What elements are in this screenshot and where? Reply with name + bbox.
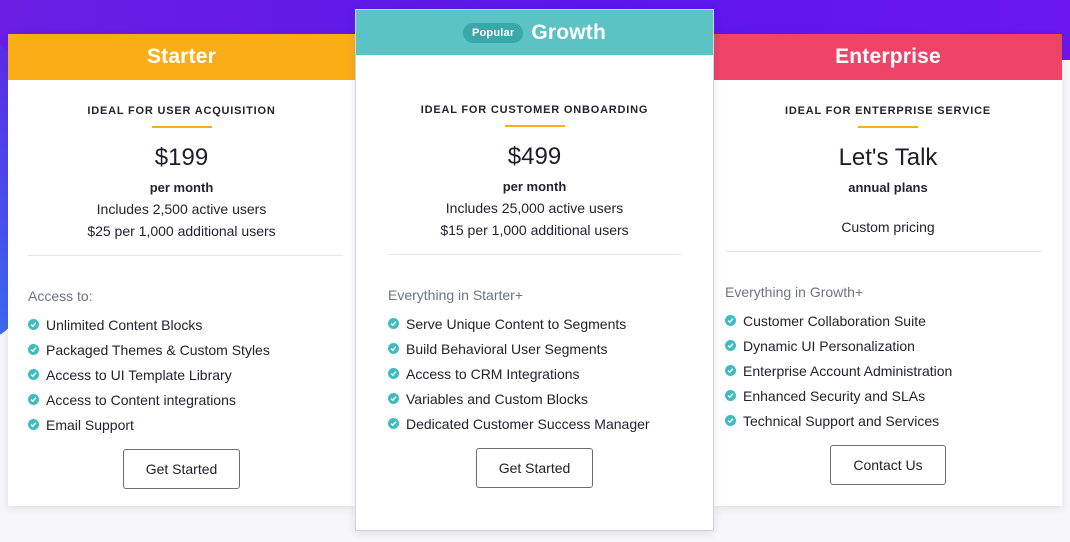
feature-label: Email Support xyxy=(46,416,134,433)
plan-detail-pricing: Custom pricing xyxy=(841,219,935,235)
feature-item: Variables and Custom Blocks xyxy=(388,386,713,411)
feature-item: Enterprise Account Administration xyxy=(725,358,1062,383)
plan-card-starter: Starter IDEAL FOR USER ACQUISITION $199 … xyxy=(8,34,355,506)
get-started-button[interactable]: Get Started xyxy=(122,449,241,489)
feature-list: Unlimited Content Blocks Packaged Themes… xyxy=(28,312,355,437)
check-circle-icon xyxy=(725,365,736,376)
feature-item: Dedicated Customer Success Manager xyxy=(388,411,713,436)
check-circle-icon xyxy=(28,394,39,405)
check-circle-icon xyxy=(725,315,736,326)
feature-item: Email Support xyxy=(28,412,355,437)
popular-badge: Popular xyxy=(462,22,524,43)
accent-rule xyxy=(151,126,212,128)
feature-item: Access to CRM Integrations xyxy=(388,361,713,386)
plan-ideal-for: IDEAL FOR ENTERPRISE SERVICE xyxy=(785,105,991,117)
feature-label: Unlimited Content Blocks xyxy=(46,316,203,333)
divider xyxy=(726,251,1042,252)
check-circle-icon xyxy=(725,390,736,401)
plan-detail-additional: $15 per 1,000 additional users xyxy=(440,222,629,238)
check-circle-icon xyxy=(28,344,39,355)
plan-price: Let's Talk xyxy=(838,144,938,171)
feature-item: Unlimited Content Blocks xyxy=(28,312,355,337)
plan-name: Growth xyxy=(531,20,607,44)
plan-header-starter: Starter xyxy=(8,34,355,80)
check-circle-icon xyxy=(388,343,399,354)
plan-header-growth: Popular Growth xyxy=(356,10,713,55)
feature-item: Serve Unique Content to Segments xyxy=(388,311,713,336)
feature-label: Access to CRM Integrations xyxy=(406,365,580,382)
plan-card-enterprise: Enterprise IDEAL FOR ENTERPRISE SERVICE … xyxy=(714,34,1062,506)
feature-item: Build Behavioral User Segments xyxy=(388,336,713,361)
check-circle-icon xyxy=(388,418,399,429)
feature-list: Customer Collaboration Suite Dynamic UI … xyxy=(725,308,1062,433)
plan-ideal-for: IDEAL FOR CUSTOMER ONBOARDING xyxy=(420,104,649,116)
plan-detail-users: Includes 2,500 active users xyxy=(96,201,267,217)
contact-us-button[interactable]: Contact Us xyxy=(830,445,946,485)
feature-item: Packaged Themes & Custom Styles xyxy=(28,337,355,362)
feature-label: Packaged Themes & Custom Styles xyxy=(46,341,270,358)
check-circle-icon xyxy=(388,368,399,379)
feature-item: Customer Collaboration Suite xyxy=(725,308,1062,333)
feature-label: Dedicated Customer Success Manager xyxy=(406,415,650,432)
features-title: Access to: xyxy=(28,288,93,304)
check-circle-icon xyxy=(725,340,736,351)
plan-card-growth: Popular Growth IDEAL FOR CUSTOMER ONBOAR… xyxy=(355,9,714,531)
feature-item: Technical Support and Services xyxy=(725,408,1062,433)
check-circle-icon xyxy=(28,319,39,330)
feature-label: Enhanced Security and SLAs xyxy=(743,387,926,404)
feature-item: Access to Content integrations xyxy=(28,387,355,412)
feature-label: Build Behavioral User Segments xyxy=(406,340,608,357)
feature-item: Enhanced Security and SLAs xyxy=(725,383,1062,408)
plan-period: per month xyxy=(149,180,214,195)
plan-ideal-for: IDEAL FOR USER ACQUISITION xyxy=(87,105,276,117)
check-circle-icon xyxy=(725,415,736,426)
feature-label: Technical Support and Services xyxy=(743,412,940,429)
cta-wrap: Get Started xyxy=(8,449,355,489)
plan-price: $199 xyxy=(154,144,209,171)
divider xyxy=(388,254,681,255)
detail-spacer xyxy=(714,195,1062,213)
check-circle-icon xyxy=(28,369,39,380)
plan-name: Enterprise xyxy=(835,45,941,68)
feature-label: Access to Content integrations xyxy=(46,391,236,408)
feature-label: Serve Unique Content to Segments xyxy=(406,315,627,332)
plan-period: annual plans xyxy=(848,180,928,195)
plan-detail-additional: $25 per 1,000 additional users xyxy=(87,223,276,239)
divider xyxy=(28,255,343,256)
plan-period: per month xyxy=(502,179,567,194)
cta-wrap: Contact Us xyxy=(714,445,1062,485)
get-started-button[interactable]: Get Started xyxy=(475,448,594,488)
accent-rule xyxy=(504,125,565,127)
feature-list: Serve Unique Content to Segments Build B… xyxy=(388,311,713,436)
feature-item: Access to UI Template Library xyxy=(28,362,355,387)
plan-header-enterprise: Enterprise xyxy=(714,34,1062,80)
feature-label: Enterprise Account Administration xyxy=(743,362,953,379)
features-title: Everything in Starter+ xyxy=(388,287,524,303)
features-title: Everything in Growth+ xyxy=(725,284,864,300)
check-circle-icon xyxy=(28,419,39,430)
feature-label: Access to UI Template Library xyxy=(46,366,232,383)
check-circle-icon xyxy=(388,318,399,329)
feature-label: Variables and Custom Blocks xyxy=(406,390,588,407)
cta-wrap: Get Started xyxy=(356,448,713,488)
feature-label: Customer Collaboration Suite xyxy=(743,312,926,329)
plan-price: $499 xyxy=(507,143,562,170)
plan-name: Starter xyxy=(146,45,217,68)
feature-label: Dynamic UI Personalization xyxy=(743,337,915,354)
feature-item: Dynamic UI Personalization xyxy=(725,333,1062,358)
plan-detail-users: Includes 25,000 active users xyxy=(445,200,624,216)
accent-rule xyxy=(858,126,918,128)
check-circle-icon xyxy=(388,393,399,404)
